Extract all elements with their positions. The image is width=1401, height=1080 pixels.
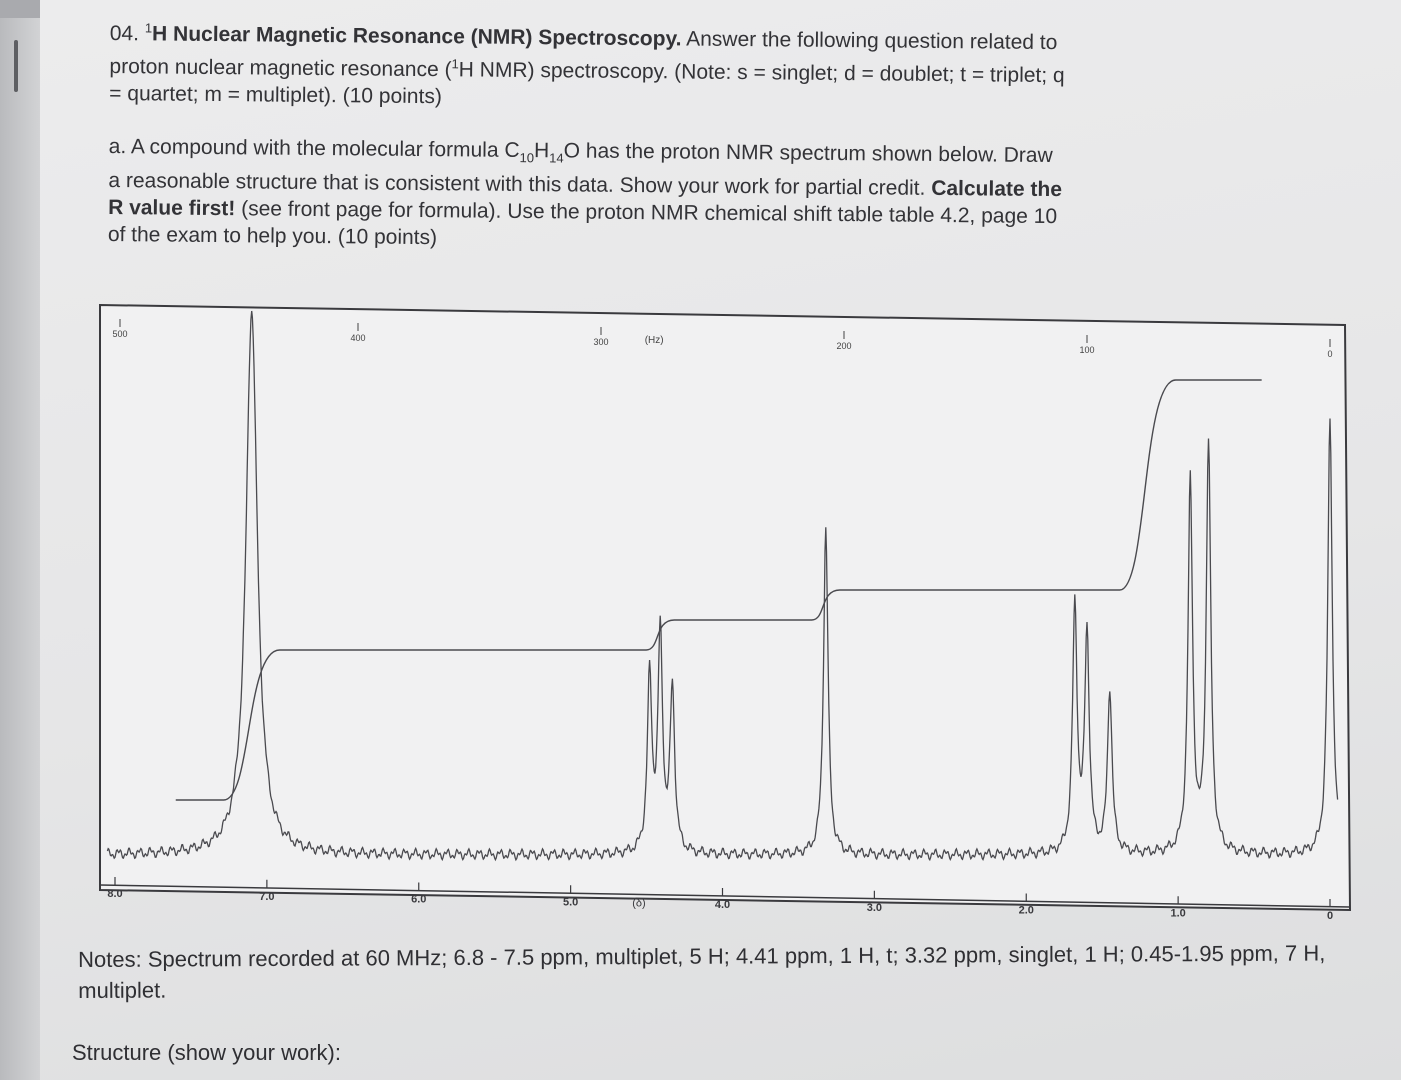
spectrum-trace [106, 310, 1339, 862]
bottom-tick-label: 7.0 [259, 891, 274, 903]
integration-curve [175, 379, 1262, 801]
bottom-tick-label: 6.0 [411, 894, 426, 906]
top-tick-label: 300 [593, 337, 608, 347]
structure-prompt: Structure (show your work): [72, 1040, 341, 1065]
bottom-tick-label: 3.0 [867, 902, 882, 914]
question-text: 04. 1H Nuclear Magnetic Resonance (NMR) … [108, 14, 1260, 259]
bottom-axis-line [99, 884, 1351, 908]
bezel-mark [14, 40, 18, 92]
top-tick-label: 0 [1327, 349, 1332, 359]
bottom-axis-unit: (δ) [632, 897, 645, 909]
top-axis-unit: (Hz) [645, 335, 664, 346]
top-tick-label: 200 [836, 341, 851, 351]
bottom-tick-label: 1.0 [1170, 907, 1185, 919]
nmr-spectrum: 500 400 300 200 100 0 (Hz) 8.0 7.0 6.0 5.0 4.0 3.0 2.… [80, 295, 1380, 935]
question-title: H Nuclear Magnetic Resonance (NMR) Spect… [151, 22, 682, 51]
bottom-tick-label: 4.0 [715, 899, 730, 911]
top-tick-label: 100 [1079, 345, 1094, 355]
bottom-tick-label: 0 [1327, 910, 1333, 922]
bezel-tab [0, 0, 40, 18]
bottom-tick-label: 5.0 [563, 896, 578, 908]
top-tick-label: 400 [350, 333, 365, 343]
part-a: a. A compound with the molecular formula… [108, 133, 1259, 259]
spectrum-notes: Notes: Spectrum recorded at 60 MHz; 6.8 … [78, 940, 1326, 1003]
bottom-tick-label: 2.0 [1019, 905, 1034, 917]
bottom-tick-label: 8.0 [107, 888, 122, 900]
top-tick-label: 500 [112, 329, 127, 339]
spectrum-frame [99, 303, 1352, 912]
nmr-spectrum-svg: 500 400 300 200 100 0 (Hz) 8.0 7.0 6.0 5.0 4.0 3.0 2.… [99, 303, 1352, 922]
